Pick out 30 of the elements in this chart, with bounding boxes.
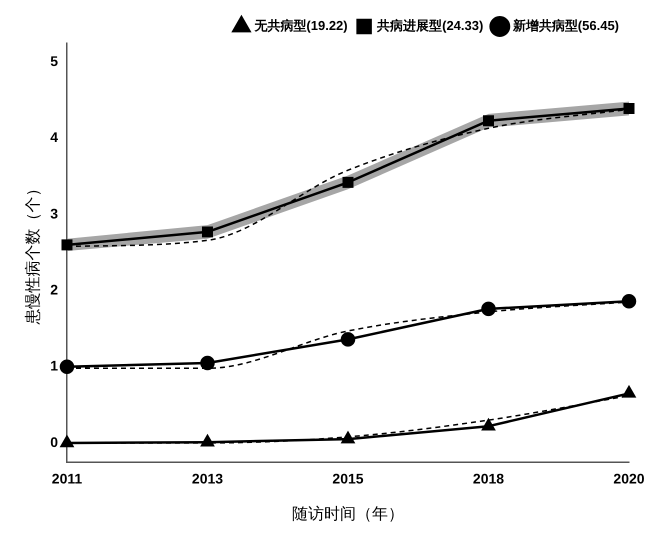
point: [202, 226, 213, 238]
point: [624, 103, 634, 114]
point: [342, 176, 354, 188]
y-tick-label: 2: [50, 281, 58, 298]
x-tick-label: 2018: [472, 470, 504, 486]
x-tick-label: 2020: [613, 470, 645, 486]
y-tick-label: 4: [50, 129, 58, 146]
x-tick-label: 2013: [192, 470, 224, 486]
point: [201, 434, 214, 446]
point: [61, 239, 72, 250]
y-tick-label: 1: [50, 358, 58, 374]
point: [60, 360, 74, 374]
y-tick-label: 3: [50, 205, 58, 222]
point: [622, 294, 636, 309]
point: [200, 356, 215, 370]
x-tick-label: 2011: [52, 470, 82, 486]
point: [622, 386, 636, 398]
legend-label: 无共病型(19.22): [253, 18, 348, 34]
y-axis-title: 患慢性病个数（个）: [24, 180, 42, 326]
y-tick-label: 5: [50, 52, 58, 69]
x-axis-title: 随访时间（年）: [292, 504, 404, 523]
point: [481, 302, 496, 316]
y-tick-label: 0: [50, 434, 58, 450]
legend-label: 共病进展型(24.33): [376, 18, 484, 34]
point: [60, 436, 74, 448]
point: [483, 115, 494, 126]
point: [340, 332, 356, 347]
legend-label: 新增共病型(56.45): [512, 18, 620, 34]
point: [482, 418, 495, 430]
x-tick-label: 2015: [332, 470, 364, 486]
